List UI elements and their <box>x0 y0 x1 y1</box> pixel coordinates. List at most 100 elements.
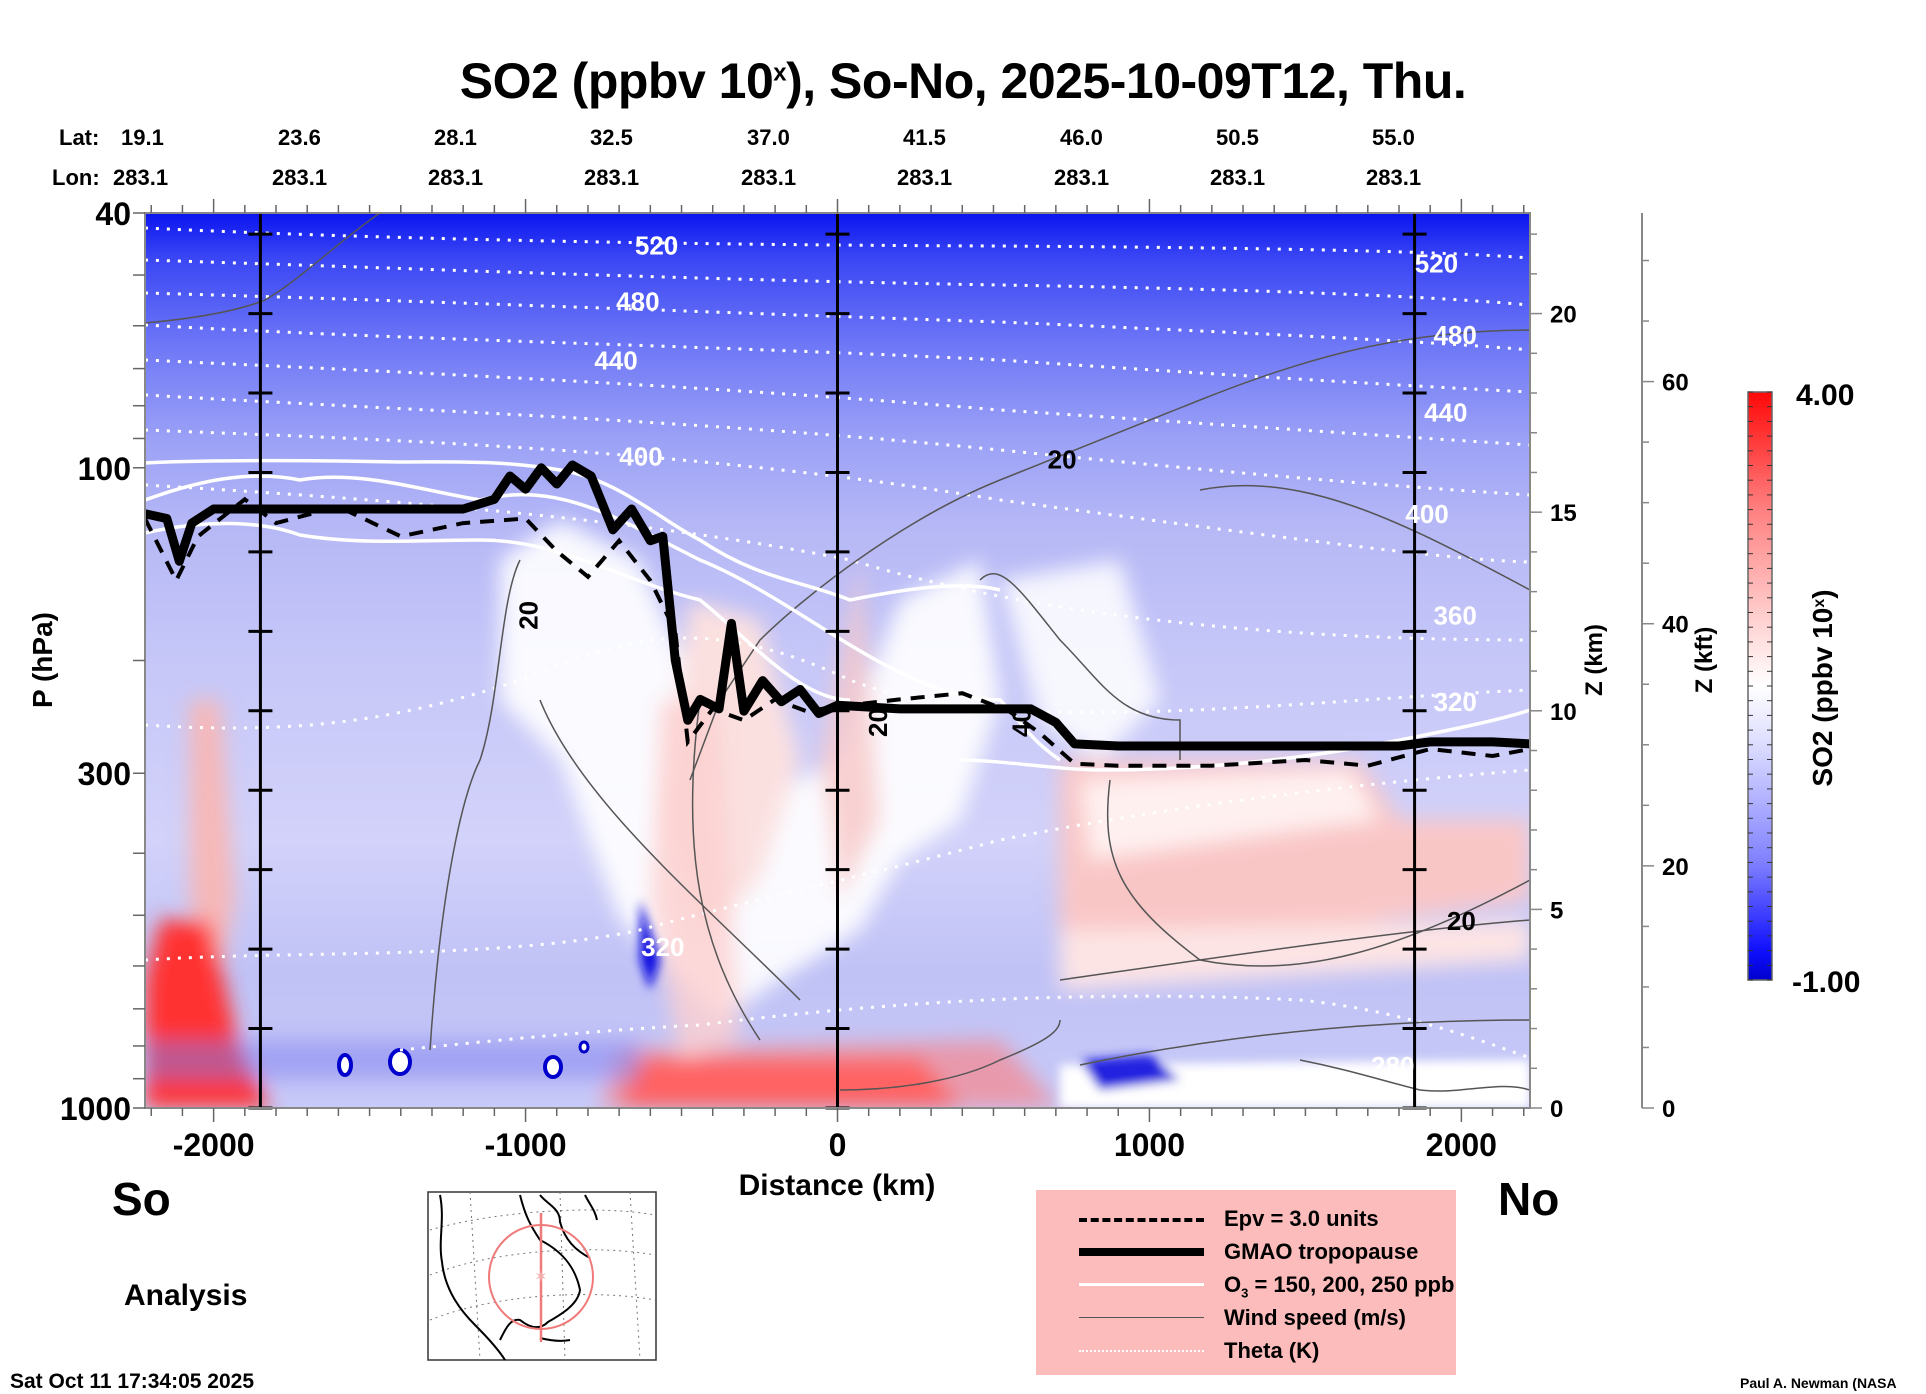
inset-map-center-marker: ✶ <box>534 1269 547 1286</box>
lon-value: 283.1 <box>272 165 328 190</box>
z-kft-tick-label: 60 <box>1662 370 1689 397</box>
thick-line-icon <box>1079 1248 1204 1256</box>
x-tick-label: -2000 <box>173 1127 255 1163</box>
y-tick-label: 300 <box>78 756 131 792</box>
z-km-tick-label: 15 <box>1550 500 1577 527</box>
z-km-axis: 0 5 10 15 20 <box>1529 213 1577 1123</box>
lat-value: 23.6 <box>278 125 321 150</box>
tropopause-lines <box>145 460 1530 768</box>
north-label: No <box>1498 1173 1559 1225</box>
lat-value: 50.5 <box>1216 125 1259 150</box>
wind-line <box>1106 779 1530 967</box>
theta-line <box>145 483 1530 642</box>
theta-label: 400 <box>1405 499 1448 529</box>
x-axis: -2000 -1000 0 1000 2000 <box>150 199 1525 1163</box>
theta-label: 440 <box>594 346 637 376</box>
z-km-tick-label: 5 <box>1550 897 1563 924</box>
z-kft-label: Z (kft) <box>1691 627 1718 694</box>
wind-line <box>691 699 761 1041</box>
z-kft-axis: 0 20 40 60 <box>1641 213 1689 1123</box>
theta-line <box>145 323 1530 394</box>
chart-title: SO2 (ppbv 10x), So-No, 2025-10-09T12, Th… <box>459 53 1467 109</box>
y-tick-label: 1000 <box>60 1091 131 1127</box>
legend-item-o3: O3 = 150, 200, 250 ppb <box>1036 1270 1456 1300</box>
lat-value: 19.1 <box>121 125 164 150</box>
wind-line <box>1059 919 1530 981</box>
wind-label: 20 <box>1447 906 1476 936</box>
lon-value: 283.1 <box>741 165 797 190</box>
z-km-tick-label: 20 <box>1550 302 1577 329</box>
lat-value: 55.0 <box>1372 125 1415 150</box>
colorbar-ticks <box>1748 391 1772 981</box>
lon-value: 283.1 <box>1054 165 1110 190</box>
legend-item-epv: Epv = 3.0 units <box>1036 1204 1456 1234</box>
lon-value: 283.1 <box>1210 165 1266 190</box>
lon-value: 283.1 <box>428 165 484 190</box>
theta-line <box>145 393 1530 497</box>
wind-line <box>539 699 801 1001</box>
wind-line <box>1299 1059 1530 1092</box>
lat-label: Lat: <box>59 125 100 150</box>
wind-label: 20 <box>514 601 544 630</box>
wind-speed-contours <box>145 213 1530 1092</box>
z-kft-tick-label: 20 <box>1662 854 1689 881</box>
analysis-label: Analysis <box>124 1279 247 1312</box>
theta-line <box>145 428 1530 564</box>
z-kft-tick-label: 0 <box>1662 1096 1675 1123</box>
wind-line <box>1079 1019 1530 1066</box>
o3-line <box>145 458 1001 602</box>
inset-map-coastlines <box>439 1194 598 1361</box>
colorbar-min-label: -1.00 <box>1792 966 1860 999</box>
theta-label: 480 <box>616 287 659 317</box>
dotted-line-icon <box>1079 1350 1204 1352</box>
wind-line <box>429 559 521 1051</box>
x-tick-label: -1000 <box>485 1127 567 1163</box>
lon-value: 283.1 <box>113 165 169 190</box>
wind-label: 20 <box>1048 444 1077 474</box>
x-tick-label: 2000 <box>1426 1127 1497 1163</box>
dashed-line-icon <box>1079 1218 1204 1222</box>
inset-map: ✶ <box>427 1191 657 1361</box>
colorbar-max-label: 4.00 <box>1796 379 1854 412</box>
theta-label: 400 <box>619 441 662 471</box>
lon-value: 283.1 <box>897 165 953 190</box>
lon-value: 283.1 <box>1366 165 1422 190</box>
lat-value: 28.1 <box>434 125 477 150</box>
theta-label: 480 <box>1433 320 1476 350</box>
x-axis-label: Distance (km) <box>739 1169 936 1202</box>
lon-label: Lon: <box>52 165 100 190</box>
lat-value: 46.0 <box>1060 125 1103 150</box>
o3-line <box>145 521 851 702</box>
field-surface <box>640 900 1530 1108</box>
wind-line <box>1199 484 1530 591</box>
theta-label: 320 <box>1433 687 1476 717</box>
theta-label: 280 <box>1371 1051 1414 1081</box>
wind-line <box>979 573 1181 760</box>
theta-line <box>145 258 1530 307</box>
legend-item-theta: Theta (K) <box>1036 1336 1456 1366</box>
y-tick-label: 40 <box>95 196 131 232</box>
colorbar-label: SO2 (ppbv 10x) <box>1807 589 1838 786</box>
legend: Epv = 3.0 units GMAO tropopause O3 = 150… <box>1036 1190 1456 1375</box>
wind-line <box>839 1019 1061 1091</box>
theta-label: 320 <box>641 932 684 962</box>
low-level-blue-spots <box>337 1040 590 1079</box>
theta-label: 520 <box>1415 249 1458 279</box>
z-km-tick-label: 10 <box>1550 699 1577 726</box>
y-tick-label: 100 <box>78 451 131 487</box>
gmao-tropopause-line <box>145 460 1530 751</box>
lon-value: 283.1 <box>584 165 640 190</box>
x-tick-label: 0 <box>829 1127 847 1163</box>
lat-value: 41.5 <box>903 125 946 150</box>
credit: Paul A. Newman (NASA <box>1740 1375 1897 1391</box>
theta-contours <box>145 226 1530 1060</box>
theta-line <box>145 358 1530 447</box>
z-km-label: Z (km) <box>1581 624 1608 696</box>
wind-line <box>145 213 381 324</box>
legend-item-tropopause: GMAO tropopause <box>1036 1237 1456 1267</box>
z-kft-tick-label: 40 <box>1662 612 1689 639</box>
white-line-icon <box>1079 1283 1204 1286</box>
theta-line <box>145 226 1530 260</box>
lat-value: 37.0 <box>747 125 790 150</box>
y-axis-label: P (hPa) <box>27 612 58 708</box>
